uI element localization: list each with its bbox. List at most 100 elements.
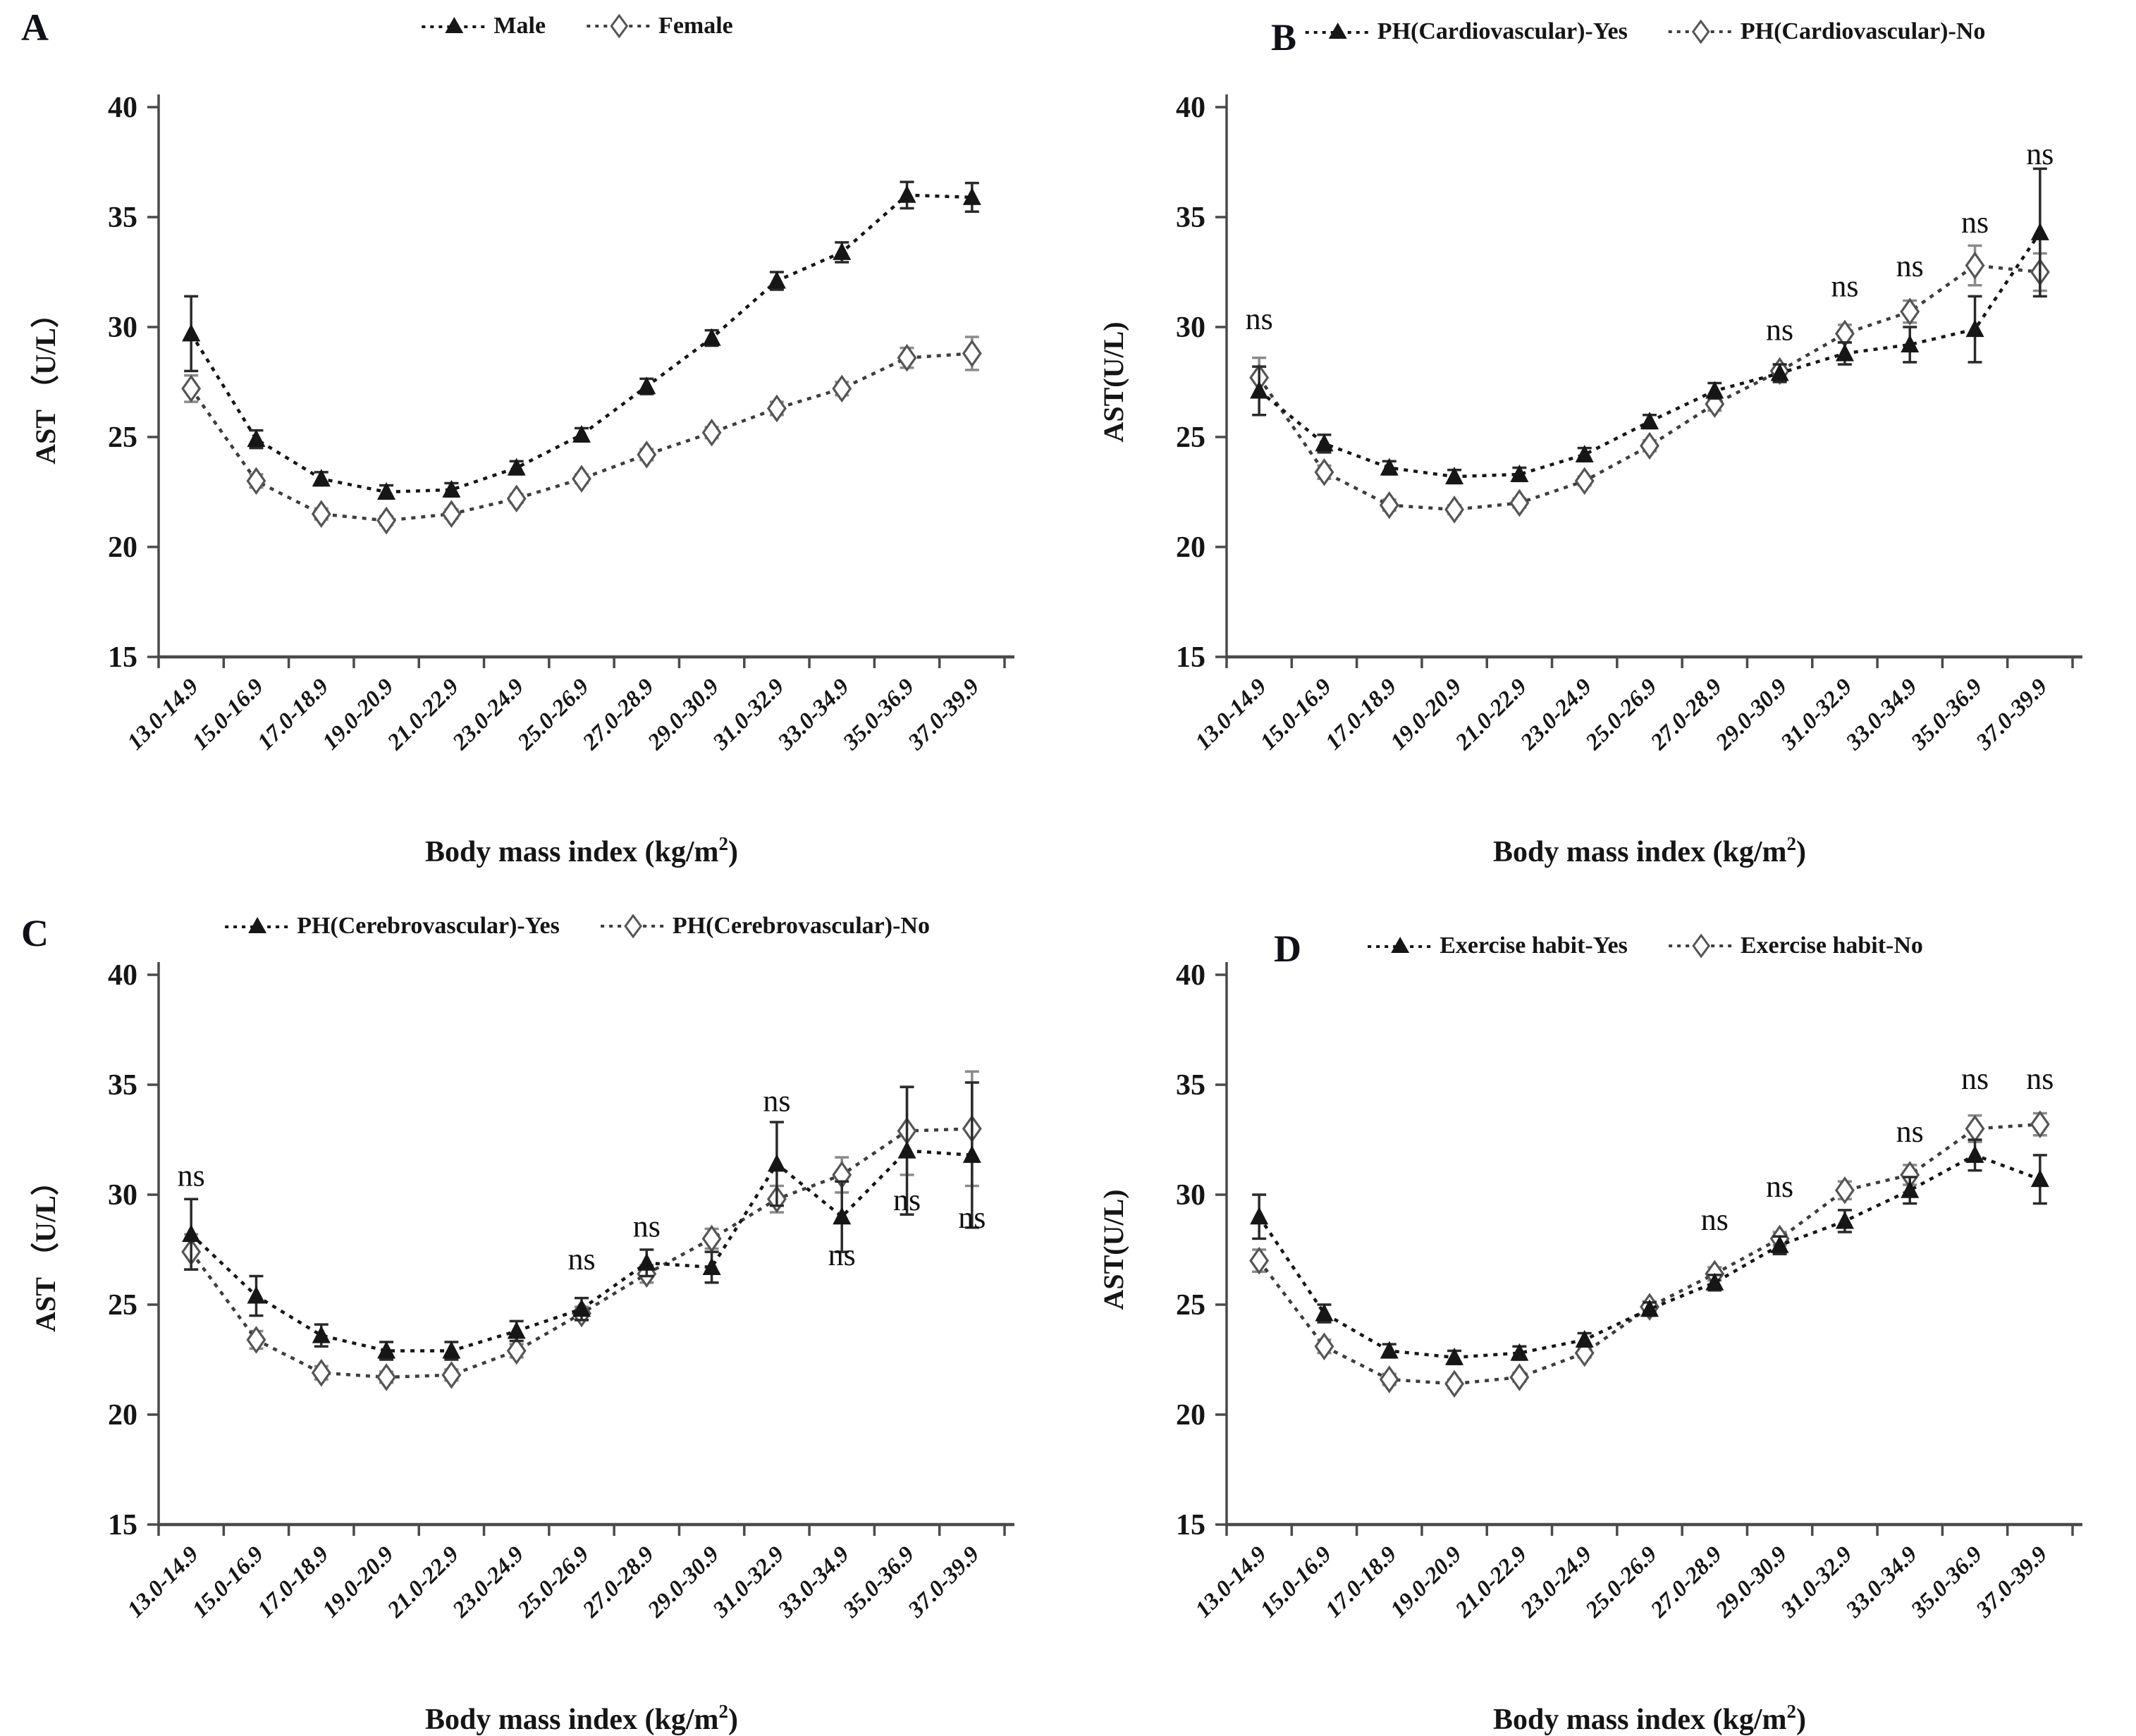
x-tick-label: 23.0-24.9 <box>448 674 529 756</box>
y-axis-title: AST(U/L) <box>1098 1189 1129 1310</box>
filled-triangle-marker <box>182 1224 201 1243</box>
panel-b: B PH(Cardiovascular)-Yes PH(Cardiovascul… <box>1068 0 2136 868</box>
x-tick-label: 13.0-14.9 <box>123 674 204 755</box>
open-diamond-marker <box>1900 297 1920 326</box>
filled-triangle-marker <box>312 469 331 487</box>
filled-triangle-marker <box>1315 433 1334 452</box>
x-tick-label: 25.0-26.9 <box>1580 1541 1662 1623</box>
open-diamond-marker <box>832 374 852 403</box>
x-axis-title: Body mass index (kg/m2) <box>1493 833 1806 868</box>
x-tick-label: 13.0-14.9 <box>123 1541 204 1623</box>
legend-label: PH(Cardiovascular)-Yes <box>1377 18 1628 44</box>
x-tick-label: 27.0-28.9 <box>577 1541 659 1623</box>
x-tick-label: 33.0-34.9 <box>773 1541 854 1623</box>
x-tick-label: 15.0-16.9 <box>1256 1541 1337 1623</box>
filled-triangle-legend-icon <box>1305 23 1370 39</box>
panel-d-letter: D <box>1274 928 1301 970</box>
panel-a-legend: Male Female <box>420 13 733 39</box>
chart-panel-b: 15 20 25 30 35 40 AST(U/L) 13.0-14.915.0-16.917… <box>1098 92 2082 868</box>
ns-annotation: ns <box>1961 1061 1989 1096</box>
ns-annotation: ns <box>633 1209 661 1243</box>
x-tick-label: 29.0-30.9 <box>1711 1541 1793 1623</box>
x-tick-label: 25.0-26.9 <box>1580 674 1662 756</box>
x-tick-label: 29.0-30.9 <box>643 1541 725 1623</box>
filled-triangle-legend-icon <box>422 17 487 33</box>
x-tick-label: 33.0-34.9 <box>1841 1541 1922 1623</box>
filled-triangle-marker <box>1445 467 1464 485</box>
filled-triangle-marker <box>833 1207 852 1225</box>
filled-triangle-marker <box>312 1325 331 1343</box>
open-diamond-marker <box>1444 1369 1465 1398</box>
open-diamond-legend-icon <box>600 914 665 938</box>
x-axis: 13.0-14.915.0-16.917.0-18.919.0-20.921.0… <box>1191 655 2082 868</box>
filled-triangle-legend-icon <box>225 917 290 933</box>
legend-item-exercise-yes: Exercise habit-Yes <box>1366 932 1628 959</box>
filled-triangle-marker <box>1510 464 1529 483</box>
series-line <box>1258 1122 2041 1386</box>
y-tick-label: 30 <box>1176 312 1205 344</box>
open-diamond-marker <box>311 1358 331 1387</box>
filled-triangle-marker <box>1705 1272 1724 1291</box>
open-diamond-marker <box>1574 467 1595 495</box>
filled-triangle-marker <box>1380 457 1399 476</box>
y-tick-label: 20 <box>108 531 137 564</box>
y-tick-label: 25 <box>108 1289 137 1322</box>
x-tick-label: 15.0-16.9 <box>1256 674 1337 755</box>
open-diamond-marker <box>376 506 397 535</box>
x-tick-label: 13.0-14.9 <box>1191 674 1272 755</box>
open-diamond-marker <box>1444 495 1465 524</box>
series-Male <box>182 180 981 500</box>
x-tick-label: 31.0-32.9 <box>708 674 790 756</box>
series-Female <box>181 335 982 535</box>
x-tick-label: 27.0-28.9 <box>1645 1541 1727 1623</box>
filled-triangle-marker <box>1380 1341 1399 1359</box>
ns-annotation: ns <box>1896 1114 1924 1149</box>
filled-triangle-marker <box>1575 1329 1594 1348</box>
ns-annotation: ns <box>1896 249 1924 283</box>
open-diamond-marker <box>441 500 462 528</box>
open-diamond-marker <box>311 500 331 528</box>
series-line <box>1258 264 2041 512</box>
legend-label: Exercise habit-No <box>1740 932 1923 959</box>
y-tick-label: 20 <box>1176 531 1205 564</box>
x-axis: 13.0-14.915.0-16.917.0-18.919.0-20.921.0… <box>1191 1522 2082 1736</box>
panel-c-letter: C <box>21 912 49 954</box>
filled-triangle-marker <box>1835 1211 1854 1229</box>
x-tick-label: 23.0-24.9 <box>1516 674 1597 756</box>
filled-triangle-marker <box>377 1341 396 1359</box>
chart-panel-d: 15 20 25 30 35 40 AST(U/L) 13.0-14.915.0-16.917… <box>1098 959 2082 1736</box>
legend-item-cardio-yes: PH(Cardiovascular)-Yes <box>1304 18 1628 45</box>
y-tick-label: 20 <box>1176 1399 1205 1432</box>
y-tick-label: 15 <box>1176 641 1205 674</box>
y-axis-title: AST （U/L） <box>30 300 61 464</box>
open-diamond-legend-icon <box>1668 934 1733 958</box>
filled-triangle-marker <box>1835 343 1854 362</box>
filled-triangle-marker <box>572 424 591 443</box>
series-PH-Cardiovascular--Yes <box>1250 167 2049 485</box>
panel-a: A Male Female 15 20 25 30 35 40 AST （U/L） 13.0-… <box>0 0 1068 868</box>
ns-annotation: ns <box>1961 205 1989 240</box>
x-tick-label: 15.0-16.9 <box>188 1541 269 1623</box>
legend-item-cardio-no: PH(Cardiovascular)-No <box>1667 18 1985 45</box>
x-tick-label: 35.0-36.9 <box>1906 674 1988 756</box>
open-diamond-marker <box>1834 1176 1855 1205</box>
y-axis: 15 20 25 30 35 40 AST(U/L) <box>1098 92 1228 674</box>
filled-triangle-marker <box>897 185 916 203</box>
open-diamond-marker <box>766 394 787 423</box>
ns-annotation: ns <box>763 1083 790 1118</box>
legend-label: PH(Cerebrovascular)-Yes <box>297 913 560 939</box>
filled-triangle-marker <box>1901 334 1920 352</box>
x-tick-label: 37.0-39.9 <box>903 674 985 756</box>
x-tick-label: 19.0-20.9 <box>1386 674 1467 755</box>
filled-triangle-marker <box>767 1154 786 1172</box>
x-tick-label: 37.0-39.9 <box>903 1541 985 1623</box>
x-tick-label: 29.0-30.9 <box>1711 674 1793 756</box>
ns-annotation: ns <box>567 1242 595 1276</box>
open-diamond-marker <box>1379 1365 1399 1393</box>
y-tick-label: 30 <box>108 1179 137 1212</box>
filled-triangle-marker <box>1510 1343 1529 1361</box>
x-tick-label: 19.0-20.9 <box>318 1541 399 1623</box>
y-tick-label: 15 <box>108 1509 137 1541</box>
panel-c-legend: PH(Cerebrovascular)-Yes PH(Cerebrovascul… <box>223 913 930 940</box>
